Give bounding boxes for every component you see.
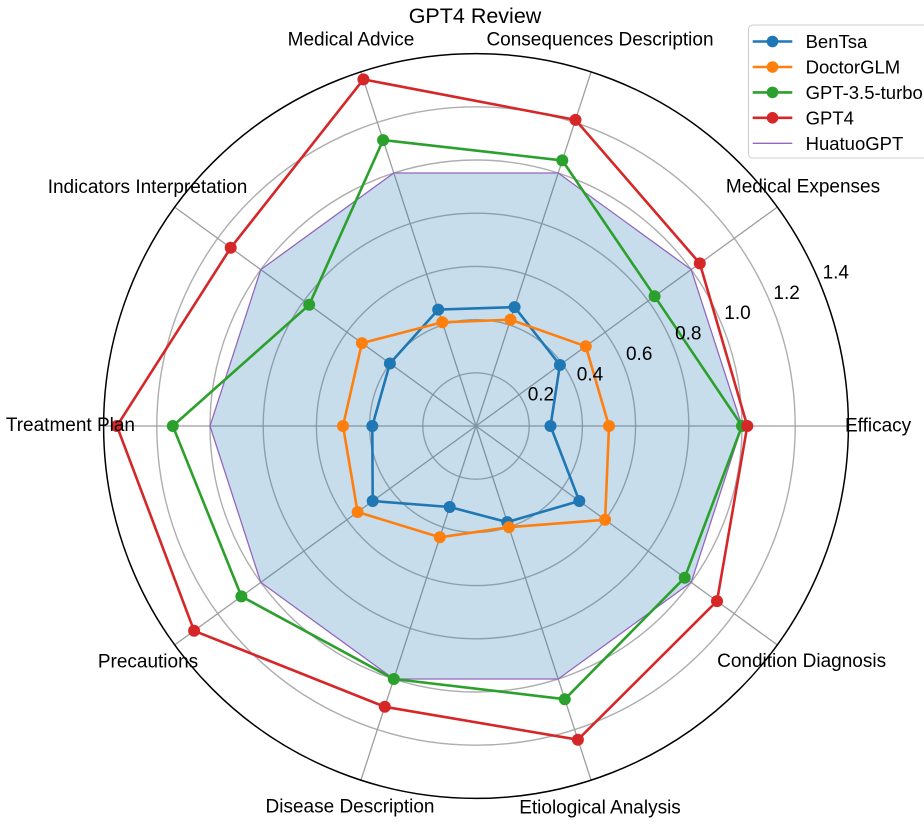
svg-text:Consequences Description: Consequences Description <box>486 30 713 51</box>
svg-text:1.4: 1.4 <box>823 263 850 284</box>
svg-text:BenTsa: BenTsa <box>806 31 868 52</box>
svg-text:1.0: 1.0 <box>724 303 750 324</box>
svg-text:0.2: 0.2 <box>528 385 554 406</box>
svg-text:Condition Diagnosis: Condition Diagnosis <box>717 651 886 672</box>
svg-text:Medical Advice: Medical Advice <box>288 30 415 51</box>
svg-text:HuatuoGPT: HuatuoGPT <box>806 133 904 154</box>
svg-text:Medical Expenses: Medical Expenses <box>726 177 880 198</box>
svg-text:Treatment Plan: Treatment Plan <box>6 415 135 436</box>
svg-text:DoctorGLM: DoctorGLM <box>806 57 901 78</box>
svg-text:Indicators Interpretation: Indicators Interpretation <box>48 177 248 198</box>
svg-text:GPT-3.5-turbo: GPT-3.5-turbo <box>806 82 923 103</box>
svg-text:0.6: 0.6 <box>626 344 652 365</box>
svg-text:GPT4: GPT4 <box>806 107 854 128</box>
svg-text:0.8: 0.8 <box>675 324 701 345</box>
svg-text:0.4: 0.4 <box>577 364 604 385</box>
svg-text:Disease Description: Disease Description <box>266 797 435 818</box>
svg-text:1.2: 1.2 <box>773 283 799 304</box>
svg-text:GPT4 Review: GPT4 Review <box>409 4 542 28</box>
svg-text:Efficacy: Efficacy <box>845 416 912 437</box>
svg-text:Etiological Analysis: Etiological Analysis <box>519 798 681 819</box>
svg-text:Precautions: Precautions <box>98 652 198 673</box>
